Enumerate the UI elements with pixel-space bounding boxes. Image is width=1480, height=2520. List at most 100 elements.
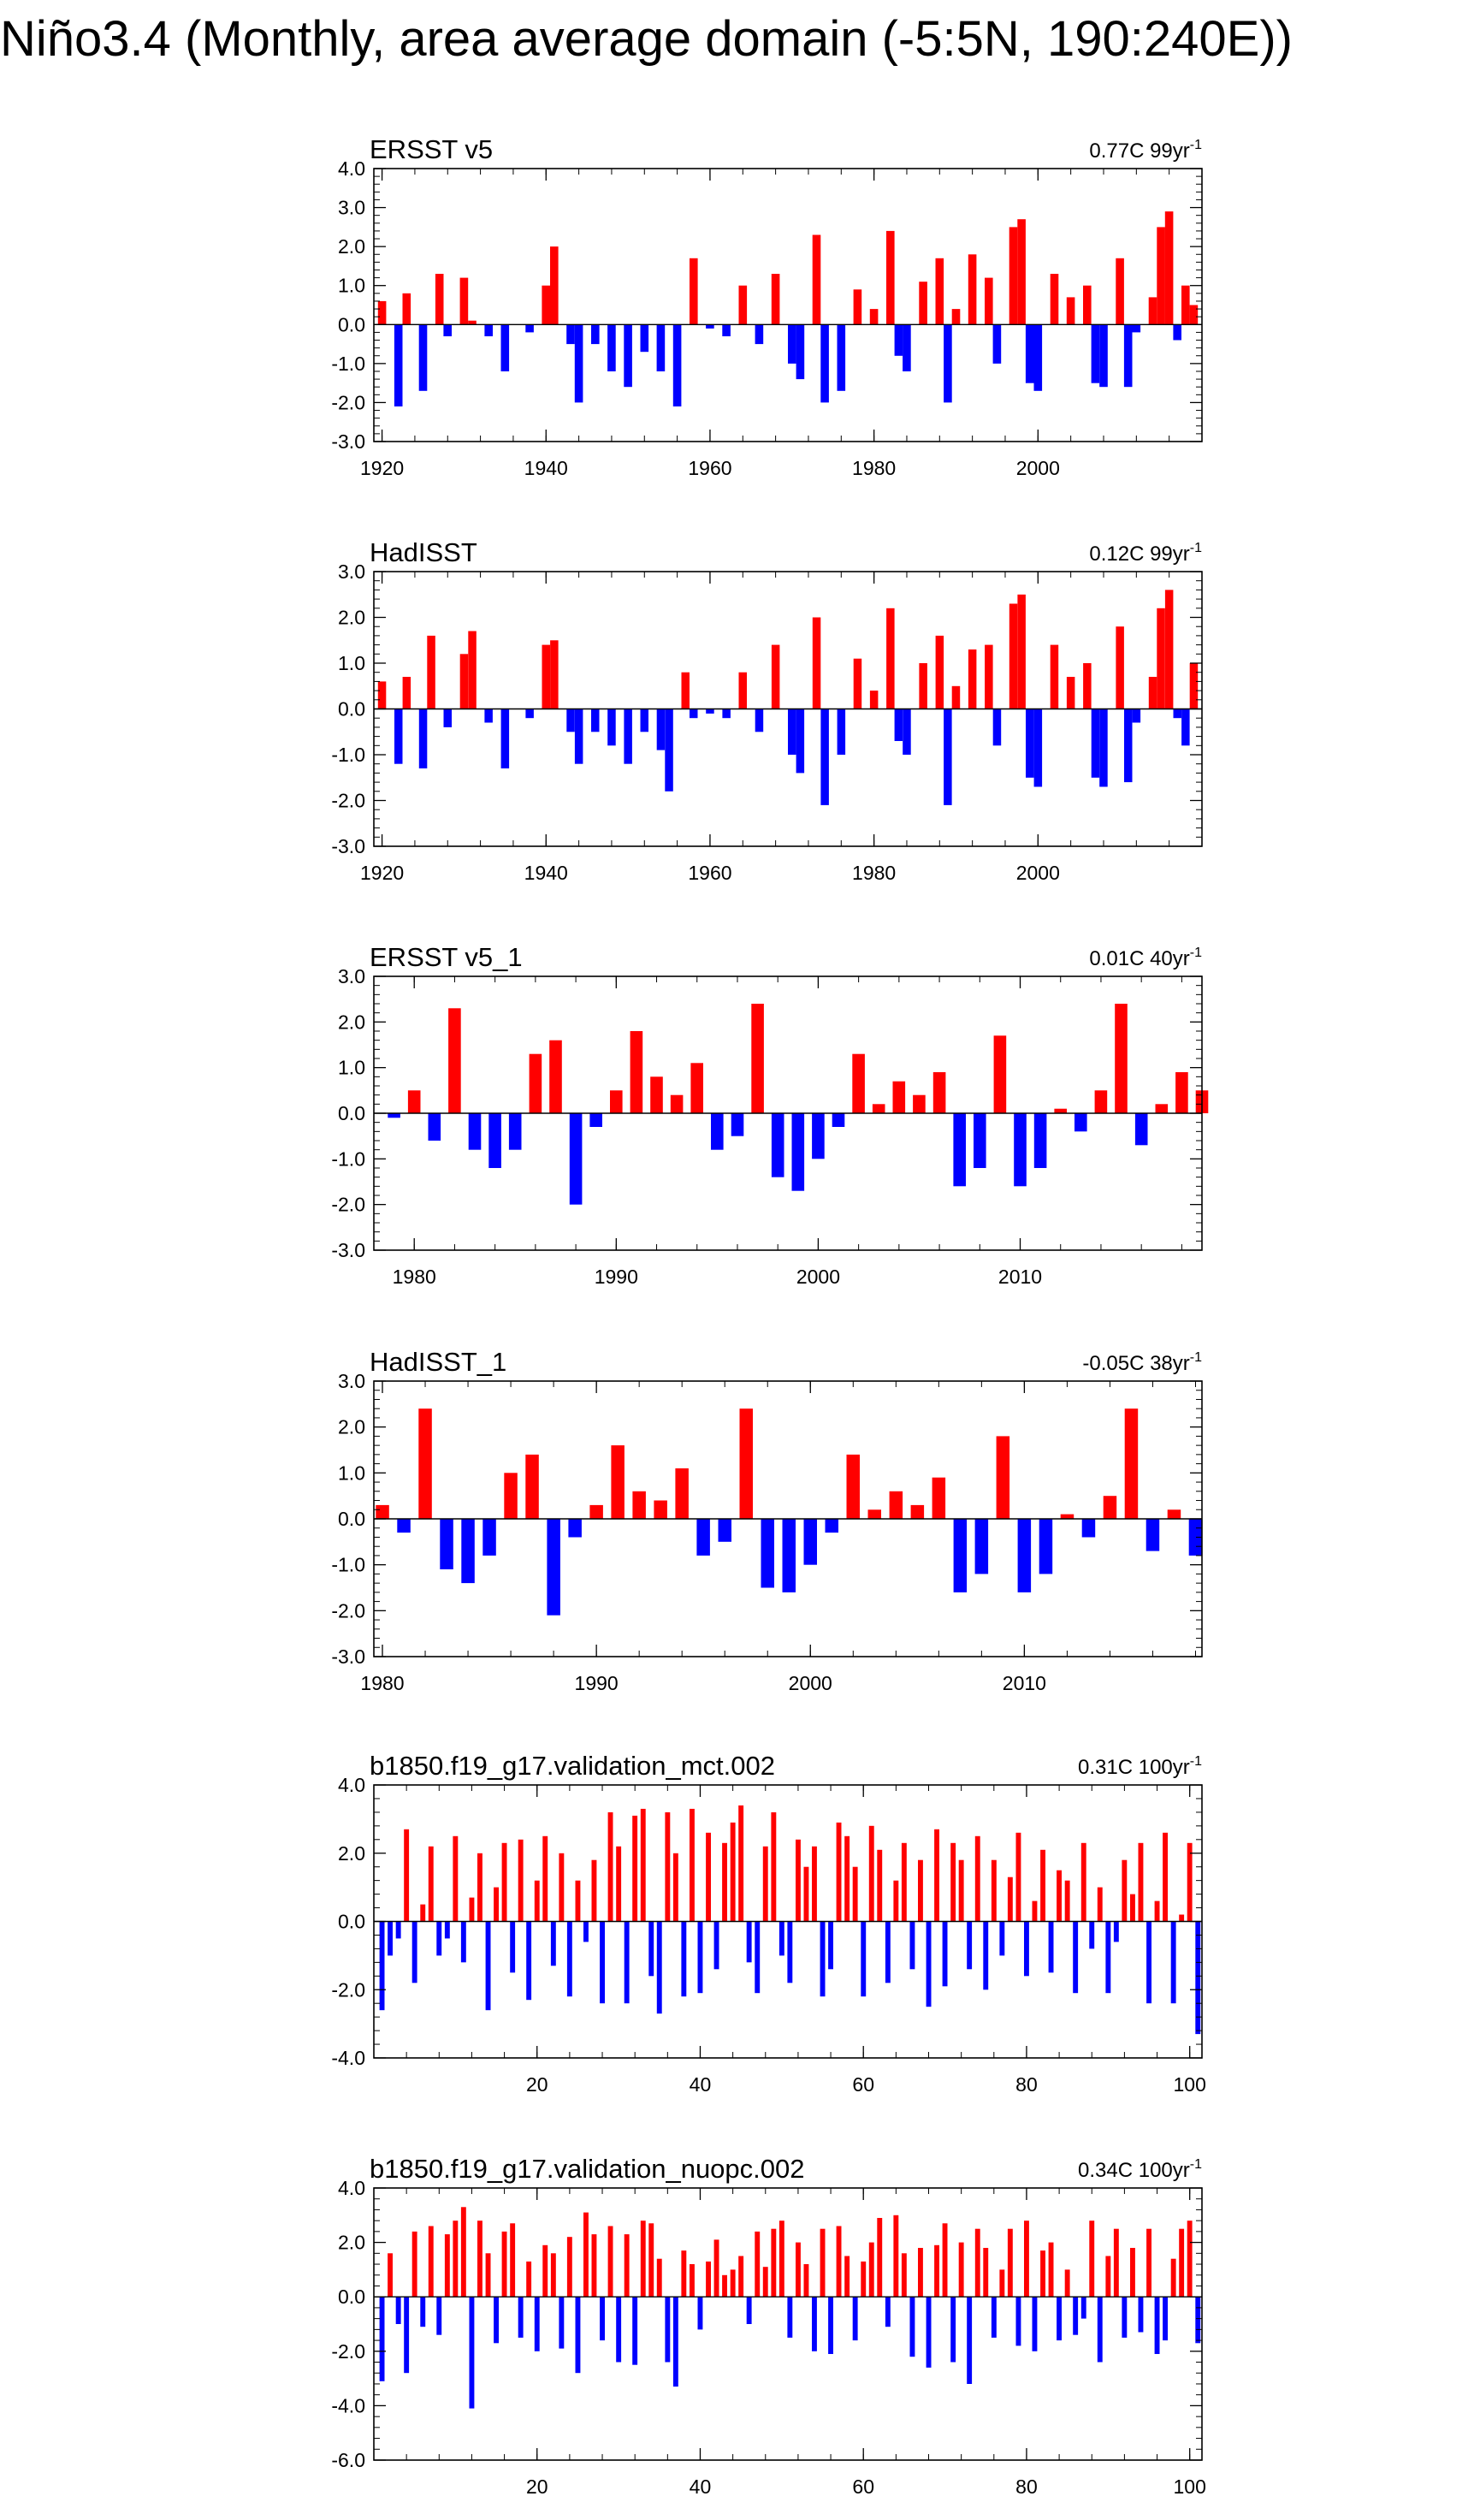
trend-value-5: 0.34C <box>1078 2159 1139 2182</box>
bar-4-94 <box>1146 1921 1151 2004</box>
plot-frame-4 <box>373 1784 1203 2059</box>
bar-1-10 <box>525 709 534 719</box>
bar-0-50 <box>1083 285 1092 325</box>
bar-0-38 <box>935 258 944 325</box>
bar-5-89 <box>1105 2256 1111 2298</box>
bar-0-8 <box>484 324 493 336</box>
bar-1-57 <box>1148 677 1157 709</box>
xtick-label-5-3: 80 <box>1015 2476 1038 2498</box>
bar-2-39 <box>1175 1072 1188 1113</box>
bar-5-60 <box>868 2242 874 2298</box>
bar-5-82 <box>1048 2242 1054 2298</box>
bar-4-87 <box>1089 1921 1095 1949</box>
bar-4-82 <box>1048 1921 1054 1973</box>
bar-5-72 <box>967 2297 973 2384</box>
bar-0-29 <box>812 234 821 325</box>
ytick-label-3-2: -1.0 <box>331 1554 365 1576</box>
bar-1-58 <box>1157 608 1165 709</box>
trend-exponent-0: -1 <box>1190 138 1202 152</box>
bar-2-10 <box>589 1113 602 1127</box>
bar-1-16 <box>607 709 616 746</box>
plot-frame-5 <box>373 2187 1203 2461</box>
bar-5-17 <box>518 2297 524 2338</box>
panel-title-1: HadISST <box>370 537 477 567</box>
bar-5-8 <box>444 2234 450 2298</box>
bar-1-59 <box>1164 590 1174 709</box>
bar-1-8 <box>484 709 493 723</box>
bar-4-50 <box>787 1921 793 1983</box>
ytick-label-1-6: 3.0 <box>338 560 365 583</box>
bar-1-14 <box>574 709 583 764</box>
bar-0-28 <box>796 324 805 380</box>
bar-4-71 <box>958 1859 964 1922</box>
bar-1-48 <box>1033 709 1043 787</box>
ytick-label-0-3: 0.0 <box>338 313 365 335</box>
bar-2-33 <box>1054 1108 1067 1113</box>
plot-frame-2 <box>373 975 1203 1251</box>
bar-2-17 <box>731 1113 744 1136</box>
bar-5-68 <box>934 2244 939 2298</box>
bar-2-23 <box>852 1053 865 1113</box>
bar-4-78 <box>1015 1832 1021 1922</box>
bar-0-54 <box>1123 324 1133 388</box>
bar-4-19 <box>534 1880 540 1922</box>
xtick-label-5-1: 40 <box>690 2476 712 2498</box>
bar-5-23 <box>566 2237 572 2298</box>
bar-4-76 <box>999 1921 1005 1956</box>
bar-4-98 <box>1179 1914 1185 1922</box>
bar-5-46 <box>755 2231 761 2298</box>
bar-5-54 <box>820 2228 826 2298</box>
bar-0-43 <box>992 324 1002 364</box>
xtick-label-5-4: 100 <box>1174 2476 1206 2498</box>
xtick-label-0-1: 1940 <box>524 457 568 479</box>
bar-4-43 <box>730 1822 736 1922</box>
trend-label-4: 0.31C 100yr-1 <box>1078 1754 1202 1779</box>
bar-5-48 <box>771 2228 777 2298</box>
bar-3-28 <box>974 1519 989 1574</box>
bar-3-23 <box>867 1509 881 1519</box>
ytick-label-4-4: 4.0 <box>338 1774 365 1796</box>
bar-4-91 <box>1122 1859 1128 1922</box>
bar-4-72 <box>967 1921 973 1970</box>
bar-4-39 <box>697 1921 703 1994</box>
bar-4-56 <box>836 1822 842 1922</box>
xtick-label-5-0: 20 <box>526 2476 548 2498</box>
xtick-label-1-3: 1980 <box>852 862 896 884</box>
xtick-label-2-1: 1990 <box>595 1266 638 1288</box>
xtick-label-4-4: 100 <box>1174 2073 1206 2096</box>
plot-frame-0 <box>373 168 1203 442</box>
bar-2-3 <box>448 1008 461 1113</box>
ytick-label-1-2: -1.0 <box>331 744 365 766</box>
xtick-label-3-0: 1980 <box>360 1672 404 1694</box>
bar-4-69 <box>942 1921 948 1987</box>
bar-3-3 <box>440 1519 453 1569</box>
bar-5-40 <box>706 2261 711 2298</box>
bar-0-30 <box>820 324 829 403</box>
bar-0-33 <box>869 309 879 325</box>
bar-5-3 <box>404 2297 410 2374</box>
bar-5-0 <box>379 2297 385 2381</box>
bar-4-54 <box>820 1921 826 1997</box>
bar-1-3 <box>418 709 428 768</box>
bar-3-0 <box>376 1504 389 1519</box>
bar-0-13 <box>566 324 575 345</box>
bar-5-11 <box>469 2297 475 2409</box>
ytick-label-2-5: 2.0 <box>338 1011 365 1033</box>
bar-4-70 <box>950 1842 956 1922</box>
bar-1-31 <box>820 709 829 805</box>
bar-4-13 <box>485 1921 491 2011</box>
bar-4-47 <box>762 1846 768 1922</box>
bar-3-37 <box>1167 1509 1181 1519</box>
bar-4-17 <box>518 1839 524 1922</box>
bar-4-37 <box>681 1921 687 1997</box>
bar-0-11 <box>542 285 550 325</box>
bar-5-95 <box>1154 2297 1160 2354</box>
bar-5-39 <box>697 2297 703 2330</box>
bar-1-30 <box>812 617 821 709</box>
bar-1-49 <box>1050 644 1059 709</box>
bar-5-36 <box>672 2297 678 2387</box>
bar-5-63 <box>893 2215 899 2298</box>
bar-4-4 <box>411 1921 417 1983</box>
bar-3-32 <box>1060 1514 1074 1519</box>
